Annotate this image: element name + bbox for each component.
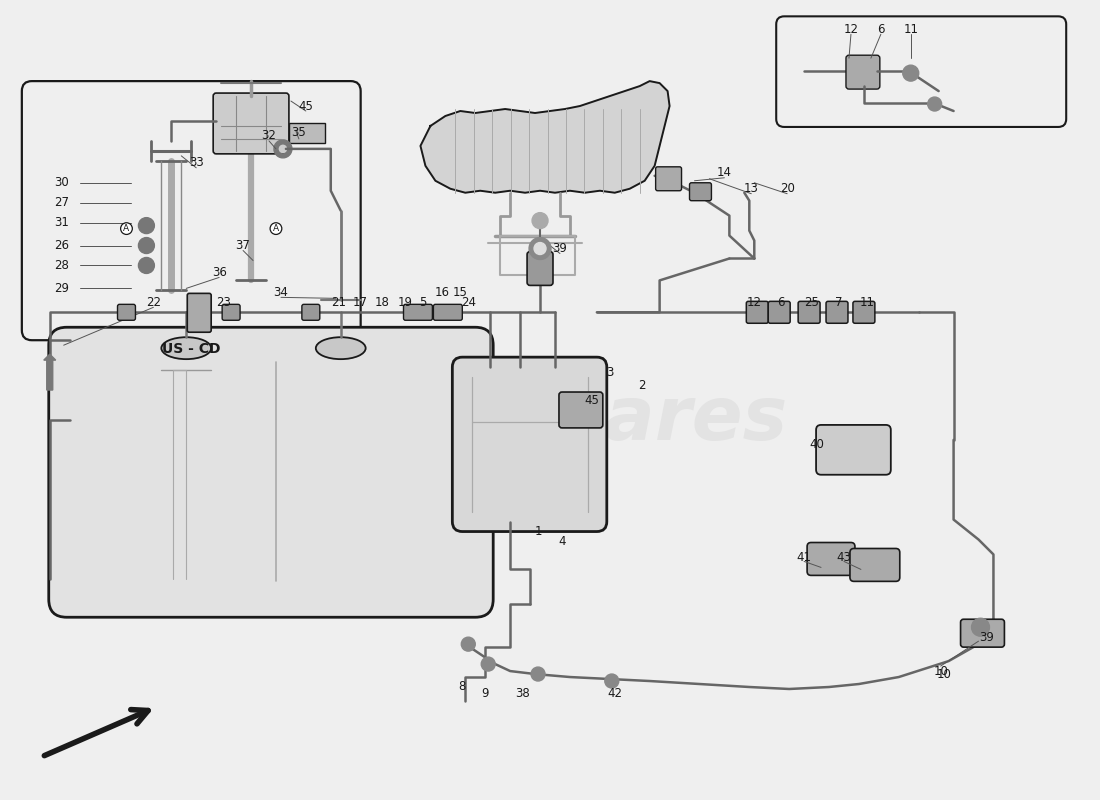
Text: 28: 28 <box>54 259 69 272</box>
Text: 39: 39 <box>979 630 994 644</box>
FancyBboxPatch shape <box>433 304 462 320</box>
Text: 25: 25 <box>804 296 818 309</box>
Text: 16: 16 <box>434 286 450 299</box>
Text: 35: 35 <box>292 126 306 139</box>
FancyBboxPatch shape <box>656 167 682 190</box>
Circle shape <box>139 218 154 234</box>
Text: 18: 18 <box>375 296 390 309</box>
Text: 5: 5 <box>419 296 426 309</box>
FancyBboxPatch shape <box>289 123 324 143</box>
Text: 1: 1 <box>535 525 542 538</box>
Text: 36: 36 <box>211 266 227 279</box>
FancyBboxPatch shape <box>826 302 848 323</box>
FancyBboxPatch shape <box>187 294 211 332</box>
FancyBboxPatch shape <box>846 55 880 89</box>
Text: 3: 3 <box>606 366 614 378</box>
Text: 38: 38 <box>515 687 529 701</box>
Text: 2: 2 <box>638 378 646 391</box>
Text: 15: 15 <box>453 286 468 299</box>
Text: US - CD: US - CD <box>162 342 220 356</box>
FancyArrow shape <box>44 354 56 390</box>
Text: 29: 29 <box>54 282 69 295</box>
Text: 45: 45 <box>298 99 314 113</box>
Circle shape <box>605 674 619 688</box>
FancyBboxPatch shape <box>746 302 768 323</box>
FancyBboxPatch shape <box>452 357 607 531</box>
Text: 42: 42 <box>607 687 623 701</box>
FancyBboxPatch shape <box>222 304 240 320</box>
FancyBboxPatch shape <box>960 619 1004 647</box>
Text: 22: 22 <box>146 296 161 309</box>
Text: 34: 34 <box>274 286 288 299</box>
Text: 24: 24 <box>461 296 476 309</box>
FancyBboxPatch shape <box>559 392 603 428</box>
Text: 43: 43 <box>836 551 851 564</box>
Text: 41: 41 <box>796 551 812 564</box>
FancyBboxPatch shape <box>799 302 821 323</box>
Text: 6: 6 <box>877 22 884 36</box>
FancyBboxPatch shape <box>690 182 712 201</box>
Text: 20: 20 <box>780 182 794 195</box>
Text: 32: 32 <box>262 130 276 142</box>
Text: 30: 30 <box>54 176 69 190</box>
Circle shape <box>529 238 551 259</box>
Text: 10: 10 <box>933 665 948 678</box>
Text: 11: 11 <box>903 22 918 36</box>
Text: 17: 17 <box>353 296 369 309</box>
Text: 23: 23 <box>216 296 231 309</box>
Text: 27: 27 <box>54 196 69 209</box>
Text: 7: 7 <box>835 296 843 309</box>
FancyBboxPatch shape <box>118 304 135 320</box>
Circle shape <box>532 213 548 229</box>
Circle shape <box>927 97 942 111</box>
FancyBboxPatch shape <box>807 542 855 575</box>
Text: 6: 6 <box>778 296 785 309</box>
Text: 12: 12 <box>747 296 762 309</box>
Text: A: A <box>123 224 130 233</box>
Circle shape <box>461 637 475 651</box>
Circle shape <box>481 657 495 671</box>
Circle shape <box>531 667 544 681</box>
Ellipse shape <box>316 338 365 359</box>
Text: 10: 10 <box>936 667 952 681</box>
Text: 14: 14 <box>717 166 732 179</box>
Text: 39: 39 <box>552 242 568 255</box>
Circle shape <box>139 238 154 254</box>
Text: 45: 45 <box>584 394 600 406</box>
Text: 4: 4 <box>558 535 565 548</box>
FancyBboxPatch shape <box>404 304 432 320</box>
Text: 12: 12 <box>844 22 858 36</box>
FancyBboxPatch shape <box>48 327 493 618</box>
FancyBboxPatch shape <box>850 549 900 582</box>
Text: 26: 26 <box>54 239 69 252</box>
FancyBboxPatch shape <box>816 425 891 474</box>
Text: 21: 21 <box>331 296 346 309</box>
FancyBboxPatch shape <box>213 93 289 154</box>
Text: 33: 33 <box>189 156 204 170</box>
Circle shape <box>903 65 918 81</box>
Text: 31: 31 <box>54 216 69 229</box>
Circle shape <box>139 258 154 274</box>
Ellipse shape <box>162 338 211 359</box>
Text: 11: 11 <box>859 296 874 309</box>
Text: 40: 40 <box>810 438 825 451</box>
FancyBboxPatch shape <box>777 16 1066 127</box>
Text: 19: 19 <box>398 296 412 309</box>
FancyBboxPatch shape <box>301 304 320 320</box>
FancyBboxPatch shape <box>768 302 790 323</box>
Text: 13: 13 <box>744 182 759 195</box>
Text: 9: 9 <box>482 687 490 701</box>
Polygon shape <box>420 81 670 193</box>
FancyBboxPatch shape <box>527 251 553 286</box>
FancyBboxPatch shape <box>22 81 361 340</box>
Text: 8: 8 <box>459 681 466 694</box>
Text: 37: 37 <box>235 239 251 252</box>
FancyBboxPatch shape <box>852 302 874 323</box>
Circle shape <box>535 242 546 254</box>
Text: A: A <box>273 224 279 233</box>
Circle shape <box>971 618 990 636</box>
Text: eurospares: eurospares <box>312 383 788 457</box>
